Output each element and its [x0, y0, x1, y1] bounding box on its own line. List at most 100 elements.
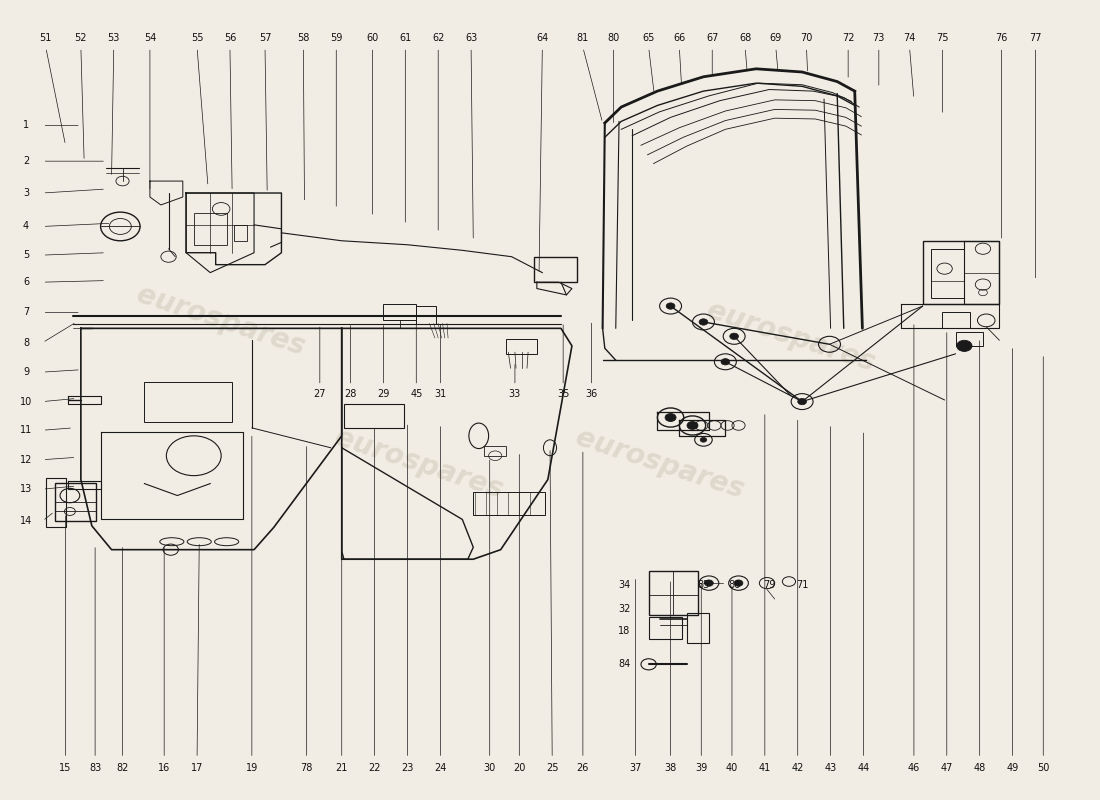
Text: 56: 56 [223, 33, 236, 42]
Bar [943, 313, 970, 328]
Text: 19: 19 [245, 763, 258, 773]
Text: 38: 38 [664, 763, 676, 773]
Text: 70: 70 [801, 33, 813, 42]
Text: 80: 80 [607, 33, 619, 42]
Bar [416, 306, 436, 323]
Bar [473, 491, 544, 515]
Text: 55: 55 [190, 33, 204, 42]
Text: 18: 18 [618, 626, 630, 636]
Text: 78: 78 [300, 763, 312, 773]
Text: 84: 84 [618, 659, 630, 670]
Text: 69: 69 [770, 33, 782, 42]
Bar [484, 446, 506, 456]
Text: 49: 49 [1006, 763, 1019, 773]
Circle shape [798, 398, 806, 405]
Text: 21: 21 [336, 763, 348, 773]
Text: 3: 3 [23, 188, 29, 198]
Text: 52: 52 [75, 33, 87, 42]
Bar [55, 482, 96, 521]
Bar [384, 305, 416, 320]
Circle shape [666, 414, 676, 422]
Text: 79: 79 [763, 580, 776, 590]
Text: 65: 65 [642, 33, 654, 42]
Text: 85: 85 [697, 580, 710, 590]
Text: 23: 23 [402, 763, 414, 773]
Text: 34: 34 [618, 580, 630, 590]
Circle shape [720, 358, 729, 365]
Text: 32: 32 [618, 603, 630, 614]
Bar [923, 241, 1000, 305]
Circle shape [734, 580, 742, 586]
Text: 60: 60 [366, 33, 378, 42]
Text: 25: 25 [546, 763, 559, 773]
Text: eurospares: eurospares [331, 423, 506, 504]
Text: 59: 59 [330, 33, 342, 42]
Text: 76: 76 [996, 33, 1008, 42]
Circle shape [688, 422, 698, 430]
Text: 28: 28 [344, 389, 356, 398]
Text: 66: 66 [673, 33, 685, 42]
Text: 35: 35 [557, 389, 570, 398]
Text: 10: 10 [20, 397, 32, 406]
Text: 20: 20 [513, 763, 526, 773]
Bar [688, 613, 708, 643]
Bar [234, 225, 248, 241]
Bar [534, 257, 578, 282]
Text: 44: 44 [857, 763, 870, 773]
Text: 83: 83 [89, 763, 101, 773]
Bar [956, 331, 983, 346]
Text: 50: 50 [1037, 763, 1049, 773]
Text: 31: 31 [434, 389, 447, 398]
Text: 5: 5 [23, 250, 30, 260]
Text: 39: 39 [695, 763, 707, 773]
Text: eurospares: eurospares [133, 280, 309, 361]
Text: 74: 74 [903, 33, 915, 42]
Text: 82: 82 [117, 763, 129, 773]
Text: 17: 17 [191, 763, 204, 773]
Text: 9: 9 [23, 367, 29, 377]
Text: 64: 64 [536, 33, 549, 42]
Text: 62: 62 [432, 33, 444, 42]
Circle shape [705, 580, 713, 586]
Bar [46, 478, 66, 527]
Text: 1: 1 [23, 120, 29, 130]
Text: 36: 36 [585, 389, 597, 398]
Text: 37: 37 [629, 763, 641, 773]
Text: 48: 48 [974, 763, 986, 773]
Text: 7: 7 [23, 307, 30, 318]
Text: 73: 73 [872, 33, 886, 42]
Text: 75: 75 [936, 33, 948, 42]
Text: 11: 11 [20, 426, 32, 435]
Text: 24: 24 [434, 763, 447, 773]
Circle shape [700, 318, 707, 325]
Text: eurospares: eurospares [572, 423, 747, 504]
Text: 67: 67 [706, 33, 718, 42]
Circle shape [667, 303, 675, 310]
Text: 61: 61 [399, 33, 411, 42]
Text: 4: 4 [23, 222, 29, 231]
Text: 30: 30 [484, 763, 496, 773]
Text: 15: 15 [59, 763, 72, 773]
Text: 2: 2 [23, 156, 30, 166]
Text: 6: 6 [23, 277, 29, 287]
Text: 12: 12 [20, 454, 32, 465]
Text: 86: 86 [728, 580, 740, 590]
Text: 54: 54 [144, 33, 156, 42]
Bar [649, 571, 698, 615]
Text: 81: 81 [576, 33, 588, 42]
Text: 43: 43 [825, 763, 837, 773]
Text: 68: 68 [739, 33, 751, 42]
Circle shape [701, 438, 706, 442]
Text: 71: 71 [796, 580, 808, 590]
Bar [506, 339, 537, 354]
Text: 45: 45 [410, 389, 422, 398]
Bar [194, 213, 227, 245]
Text: 8: 8 [23, 338, 29, 348]
Bar [144, 382, 232, 422]
Bar [649, 617, 682, 639]
Text: 77: 77 [1030, 33, 1042, 42]
Text: 22: 22 [368, 763, 381, 773]
Text: 58: 58 [297, 33, 309, 42]
Text: 40: 40 [726, 763, 738, 773]
Bar [932, 249, 965, 298]
